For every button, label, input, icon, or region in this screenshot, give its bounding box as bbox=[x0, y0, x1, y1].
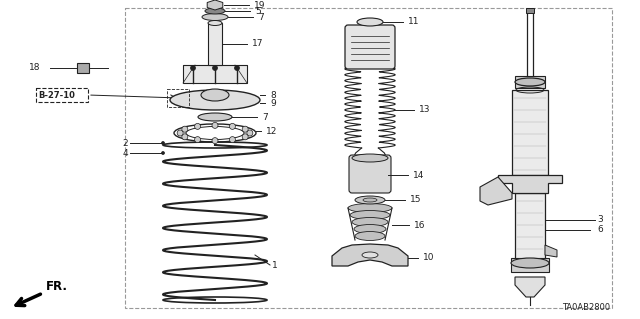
Bar bbox=[511, 258, 549, 272]
Text: 5: 5 bbox=[255, 6, 260, 16]
Circle shape bbox=[161, 152, 164, 154]
FancyBboxPatch shape bbox=[349, 155, 391, 193]
Text: 7: 7 bbox=[258, 12, 264, 21]
Text: 19: 19 bbox=[254, 1, 266, 10]
Circle shape bbox=[161, 142, 164, 145]
Polygon shape bbox=[498, 175, 562, 193]
Circle shape bbox=[195, 123, 200, 130]
Ellipse shape bbox=[363, 198, 377, 202]
Ellipse shape bbox=[170, 90, 260, 110]
Ellipse shape bbox=[355, 196, 385, 204]
Ellipse shape bbox=[208, 20, 222, 26]
Ellipse shape bbox=[352, 154, 388, 162]
Text: 4: 4 bbox=[122, 149, 128, 158]
Ellipse shape bbox=[354, 225, 386, 234]
Text: 7: 7 bbox=[262, 113, 268, 122]
Bar bbox=[515, 193, 545, 265]
Circle shape bbox=[212, 138, 218, 144]
Bar bbox=[515, 76, 545, 88]
Circle shape bbox=[229, 123, 236, 130]
Text: 10: 10 bbox=[423, 254, 435, 263]
Text: 8: 8 bbox=[270, 91, 276, 100]
Ellipse shape bbox=[198, 113, 232, 121]
Polygon shape bbox=[207, 0, 223, 10]
Bar bbox=[77, 63, 89, 73]
Circle shape bbox=[182, 126, 188, 132]
Text: 18: 18 bbox=[29, 63, 40, 72]
Circle shape bbox=[177, 130, 183, 136]
Ellipse shape bbox=[511, 258, 549, 268]
Ellipse shape bbox=[357, 18, 383, 26]
Polygon shape bbox=[515, 277, 545, 297]
Ellipse shape bbox=[205, 8, 225, 14]
Ellipse shape bbox=[202, 13, 228, 20]
Ellipse shape bbox=[515, 78, 545, 86]
Text: FR.: FR. bbox=[46, 280, 68, 293]
Circle shape bbox=[242, 134, 248, 140]
Text: 13: 13 bbox=[419, 106, 431, 115]
Text: 9: 9 bbox=[270, 99, 276, 108]
Circle shape bbox=[212, 65, 218, 70]
Text: TA0AB2800: TA0AB2800 bbox=[562, 303, 610, 312]
Circle shape bbox=[229, 137, 236, 143]
Circle shape bbox=[247, 130, 253, 136]
Text: 11: 11 bbox=[408, 18, 419, 26]
Bar bbox=[512, 90, 548, 175]
Ellipse shape bbox=[201, 89, 229, 101]
Ellipse shape bbox=[362, 252, 378, 258]
Circle shape bbox=[242, 126, 248, 132]
Text: 15: 15 bbox=[410, 196, 422, 204]
Circle shape bbox=[182, 134, 188, 140]
Text: 12: 12 bbox=[266, 127, 277, 136]
Text: 14: 14 bbox=[413, 170, 424, 180]
Circle shape bbox=[195, 137, 200, 143]
Bar bbox=[167, 89, 189, 107]
Text: 6: 6 bbox=[597, 226, 603, 234]
Ellipse shape bbox=[352, 218, 388, 226]
Circle shape bbox=[191, 65, 195, 70]
FancyBboxPatch shape bbox=[345, 25, 395, 69]
Circle shape bbox=[212, 122, 218, 128]
Text: B-27-10: B-27-10 bbox=[38, 91, 75, 100]
Ellipse shape bbox=[355, 232, 385, 241]
Text: 1: 1 bbox=[272, 261, 278, 270]
Text: 3: 3 bbox=[597, 216, 603, 225]
Polygon shape bbox=[480, 177, 512, 205]
Bar bbox=[208, 23, 222, 65]
Ellipse shape bbox=[348, 204, 392, 212]
Bar bbox=[526, 8, 534, 13]
Text: 2: 2 bbox=[122, 138, 128, 147]
Text: 16: 16 bbox=[414, 220, 426, 229]
Ellipse shape bbox=[350, 211, 390, 219]
Circle shape bbox=[234, 65, 239, 70]
Bar bbox=[36, 88, 88, 102]
Polygon shape bbox=[332, 244, 408, 266]
Bar bbox=[183, 65, 247, 83]
Text: 17: 17 bbox=[252, 40, 264, 48]
Polygon shape bbox=[545, 245, 557, 257]
